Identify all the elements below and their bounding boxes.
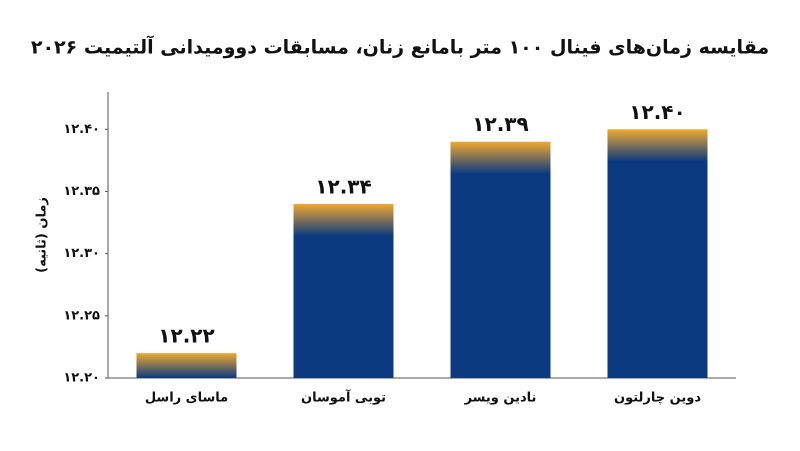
y-axis-label: زمان (ثانیه) xyxy=(35,197,50,273)
x-tick-label: توبی آموسان xyxy=(301,389,386,406)
value-label: ۱۲.۳۴ xyxy=(315,174,371,198)
bar xyxy=(293,203,394,378)
y-tick-label: ۱۲.۳۰ xyxy=(63,246,100,261)
value-label: ۱۲.۴۰ xyxy=(629,100,685,124)
y-tick-label: ۱۲.۲۰ xyxy=(63,371,100,386)
bar xyxy=(450,141,551,378)
chart-title: مقایسه زمان‌های فینال ۱۰۰ متر بامانع زنا… xyxy=(31,35,769,59)
y-tick-label: ۱۲.۳۵ xyxy=(63,184,100,199)
x-tick-label: دوین چارلتون xyxy=(614,391,701,406)
y-tick-label: ۱۲.۴۰ xyxy=(63,122,100,137)
y-tick-label: ۱۲.۲۵ xyxy=(63,308,100,323)
value-label: ۱۲.۳۹ xyxy=(472,112,528,136)
bar xyxy=(607,129,708,378)
x-tick-label: نادین ویسر xyxy=(464,391,537,406)
value-label: ۱۲.۲۲ xyxy=(158,324,214,348)
x-tick-label: ماسای راسل xyxy=(145,391,228,406)
bar xyxy=(136,353,237,378)
